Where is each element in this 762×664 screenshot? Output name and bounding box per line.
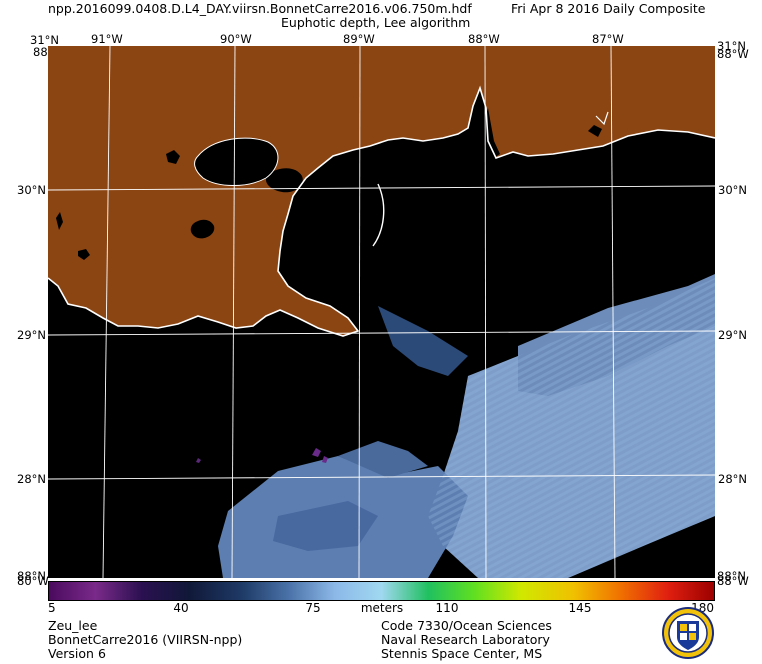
lat-label-top-right: 31°N	[717, 39, 746, 53]
version-label: Version 6	[48, 646, 106, 661]
euphotic-depth-map	[48, 46, 715, 578]
colorbar-tick-40: 40	[173, 601, 189, 615]
org-code: Code 7330/Ocean Sciences	[381, 618, 552, 633]
dataset-name: BonnetCarre2016 (VIIRSN-npp)	[48, 632, 243, 647]
colorbar-tick-110: 110	[435, 601, 459, 615]
lat-label-right-29: 29°N	[718, 328, 747, 342]
colorbar-tick-145: 145	[568, 601, 592, 615]
colorbar-tick-75: 75	[305, 601, 321, 615]
lon-label-corner-bottom-right: 88°W	[717, 574, 749, 588]
colorbar-tick-5: 5	[48, 601, 56, 615]
org-location: Stennis Space Center, MS	[381, 646, 543, 661]
lat-label-corner-bottom-right: 88°N	[717, 569, 746, 583]
org-name: Naval Research Laboratory	[381, 632, 550, 647]
lon-label-top-91: 91°W	[91, 32, 123, 46]
lat-label-left-28: 28°N	[17, 472, 46, 486]
nrl-seal-icon	[662, 607, 714, 659]
lat-label-right-30: 30°N	[718, 183, 747, 197]
lat-label-left-30: 30°N	[17, 183, 46, 197]
file-name: npp.2016099.0408.D.L4_DAY.viirsn.BonnetC…	[48, 1, 472, 16]
data-swath	[196, 274, 715, 578]
lat-label-left-29: 29°N	[17, 328, 46, 342]
lon-label-corner-top-right: 88°W	[717, 47, 749, 61]
lat-label-top-left: 31°N	[30, 33, 59, 47]
lon-label-corner-bottom-left: 80°W	[17, 574, 49, 588]
lat-label-right-28: 28°N	[718, 472, 747, 486]
lon-label-top-90: 90°W	[220, 32, 252, 46]
lon-label-top-88: 88°W	[468, 32, 500, 46]
product-title: Euphotic depth, Lee algorithm	[281, 15, 471, 30]
lon-label-top-89: 89°W	[343, 32, 375, 46]
colorbar-unit: meters	[360, 601, 404, 615]
coastline	[48, 85, 715, 337]
land-mass	[48, 46, 715, 336]
composite-date: Fri Apr 8 2016 Daily Composite	[511, 1, 706, 16]
variable-name: Zeu_lee	[48, 618, 98, 633]
depth-colorbar	[48, 581, 715, 601]
lat-label-corner-bottom-left: 88°N	[17, 569, 46, 583]
graticule	[48, 46, 715, 578]
lon-label-top-87: 87°W	[592, 32, 624, 46]
